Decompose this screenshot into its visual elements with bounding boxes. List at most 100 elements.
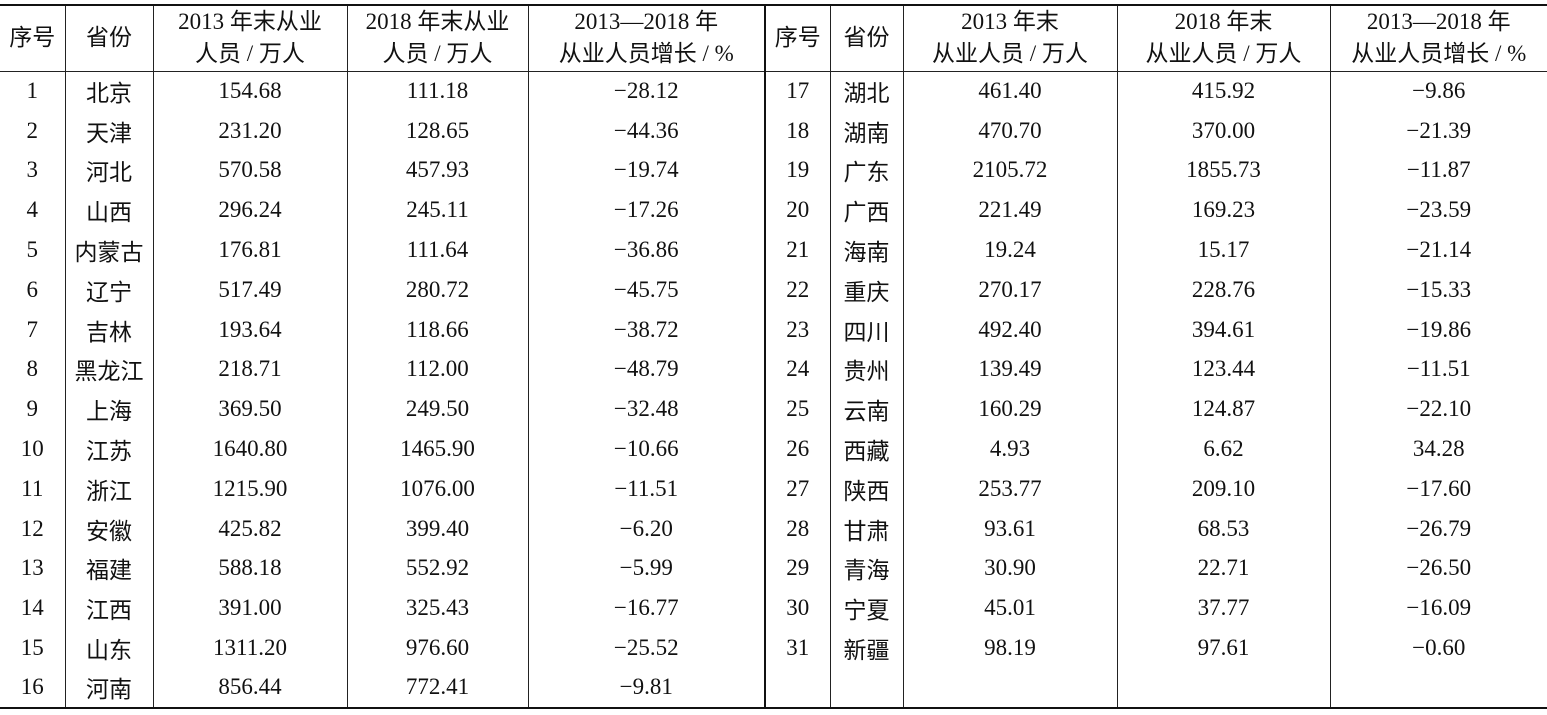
table-cell: −10.66 — [528, 429, 765, 469]
table-cell: 云南 — [830, 389, 903, 429]
table-cell: 上海 — [65, 389, 153, 429]
table-cell: 黑龙江 — [65, 350, 153, 390]
table-cell: 福建 — [65, 549, 153, 589]
table-cell: 青海 — [830, 549, 903, 589]
table-cell: 22 — [765, 270, 830, 310]
table-cell: 123.44 — [1117, 350, 1330, 390]
table-cell: −21.14 — [1330, 230, 1547, 270]
table-cell: 139.49 — [903, 350, 1117, 390]
table-cell: 270.17 — [903, 270, 1117, 310]
table-cell: 772.41 — [347, 668, 528, 708]
table-cell — [765, 668, 830, 708]
table-cell: 1465.90 — [347, 429, 528, 469]
table-cell: 江苏 — [65, 429, 153, 469]
table-cell — [1330, 668, 1547, 708]
table-cell: 22.71 — [1117, 549, 1330, 589]
table-cell: 湖南 — [830, 111, 903, 151]
table-cell: 30.90 — [903, 549, 1117, 589]
table-cell: 8 — [0, 350, 65, 390]
table-cell: −26.79 — [1330, 509, 1547, 549]
table-cell: −28.12 — [528, 71, 765, 111]
table-cell: 24 — [765, 350, 830, 390]
header-cell: 序号 — [765, 5, 830, 71]
header-cell: 省份 — [65, 5, 153, 71]
table-cell: −9.81 — [528, 668, 765, 708]
table-cell: 325.43 — [347, 588, 528, 628]
table-cell: 西藏 — [830, 429, 903, 469]
table-cell: 228.76 — [1117, 270, 1330, 310]
header-cell: 2013 年末从业人员 / 万人 — [153, 5, 347, 71]
table-cell: 19.24 — [903, 230, 1117, 270]
table-cell: −44.36 — [528, 111, 765, 151]
table-cell: 吉林 — [65, 310, 153, 350]
table-cell: 28 — [765, 509, 830, 549]
header-cell: 2018 年末从业人员 / 万人 — [347, 5, 528, 71]
table-cell: 176.81 — [153, 230, 347, 270]
table-cell: 492.40 — [903, 310, 1117, 350]
table-cell: −36.86 — [528, 230, 765, 270]
table-cell: 2 — [0, 111, 65, 151]
table-cell: 25 — [765, 389, 830, 429]
table-cell: −19.74 — [528, 151, 765, 191]
table-cell: 394.61 — [1117, 310, 1330, 350]
table-cell: 宁夏 — [830, 588, 903, 628]
table-cell: 山西 — [65, 190, 153, 230]
table-cell: 1215.90 — [153, 469, 347, 509]
table-cell: 9 — [0, 389, 65, 429]
table-cell: 11 — [0, 469, 65, 509]
table-cell — [1117, 668, 1330, 708]
table-cell: 29 — [765, 549, 830, 589]
table-cell: 34.28 — [1330, 429, 1547, 469]
table-cell: 280.72 — [347, 270, 528, 310]
table-cell: 17 — [765, 71, 830, 111]
table-cell: −17.26 — [528, 190, 765, 230]
table-cell: 湖北 — [830, 71, 903, 111]
table-cell: 内蒙古 — [65, 230, 153, 270]
table-cell: 391.00 — [153, 588, 347, 628]
table-cell: 3 — [0, 151, 65, 191]
header-cell: 2018 年末从业人员 / 万人 — [1117, 5, 1330, 71]
table-cell: 天津 — [65, 111, 153, 151]
table-cell: −5.99 — [528, 549, 765, 589]
table-cell: 浙江 — [65, 469, 153, 509]
table-cell: 1855.73 — [1117, 151, 1330, 191]
header-line: 2013—2018 年 — [529, 6, 765, 38]
table-cell: −6.20 — [528, 509, 765, 549]
table-cell: 辽宁 — [65, 270, 153, 310]
table-cell: 253.77 — [903, 469, 1117, 509]
table-cell: 甘肃 — [830, 509, 903, 549]
table-cell — [830, 668, 903, 708]
table-cell: 重庆 — [830, 270, 903, 310]
table-cell: 23 — [765, 310, 830, 350]
table-cell: 31 — [765, 628, 830, 668]
table-cell: −38.72 — [528, 310, 765, 350]
table-cell: 193.64 — [153, 310, 347, 350]
header-line: 从业人员 / 万人 — [904, 38, 1117, 70]
header-cell: 省份 — [830, 5, 903, 71]
header-line: 从业人员 / 万人 — [1118, 38, 1330, 70]
table-cell: 13 — [0, 549, 65, 589]
table-cell: −23.59 — [1330, 190, 1547, 230]
table-cell: 30 — [765, 588, 830, 628]
header-cell: 序号 — [0, 5, 65, 71]
header-line: 序号 — [766, 22, 830, 54]
table-cell: 370.00 — [1117, 111, 1330, 151]
header-cell: 2013 年末从业人员 / 万人 — [903, 5, 1117, 71]
table-cell: 新疆 — [830, 628, 903, 668]
table-cell: 4 — [0, 190, 65, 230]
header-line: 2013 年末从业 — [154, 6, 347, 38]
table-cell: 16 — [0, 668, 65, 708]
table-cell: 118.66 — [347, 310, 528, 350]
table-cell: 7 — [0, 310, 65, 350]
header-line: 从业人员增长 / % — [1331, 38, 1547, 70]
